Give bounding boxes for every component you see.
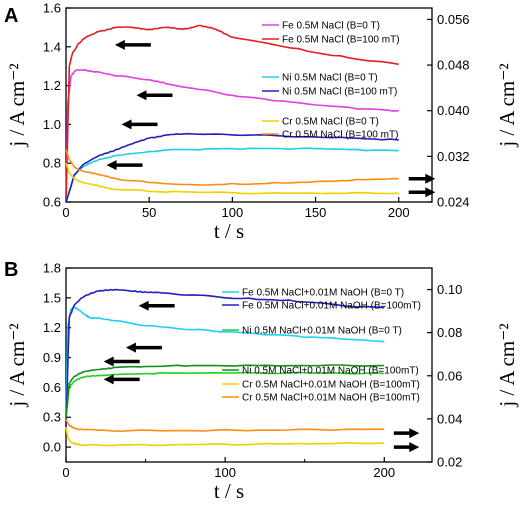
- series-line: [65, 132, 399, 203]
- y-left-tick-label: 0.6: [43, 380, 61, 395]
- y-left-axis-label: j / A cm⁻²: [5, 323, 29, 407]
- y-right-axis-label: j / A cm⁻²: [495, 63, 519, 147]
- series-line: [65, 427, 385, 447]
- direction-arrow: [408, 187, 436, 198]
- series-line: [65, 288, 385, 428]
- y-right-tick-label: 0.032: [437, 149, 470, 164]
- series-line: [65, 24, 399, 203]
- series-line: [65, 418, 385, 433]
- x-tick-label: 0: [62, 465, 69, 480]
- y-left-tick-label: 0.6: [43, 195, 61, 210]
- x-tick-label: 200: [388, 205, 410, 220]
- y-left-tick-label: 0.0: [43, 440, 61, 455]
- y-right-tick-label: 0.04: [437, 411, 462, 426]
- arrow-head: [114, 39, 125, 50]
- series-line: [65, 371, 385, 418]
- legend-entry: Cr 0.5M NaCl (B=100 mT): [282, 130, 398, 141]
- legend-entry: Fe 0.5M NaCl+0.01M NaOH (B=0 T): [242, 288, 404, 299]
- y-right-tick-label: 0.056: [437, 12, 470, 27]
- x-tick-label: 50: [142, 205, 156, 220]
- direction-arrow: [103, 374, 140, 385]
- legend-entry: Ni 0.5M NaCl+0.01M NaOH (B=0 T): [242, 326, 402, 337]
- y-right-tick-label: 0.040: [437, 103, 470, 118]
- y-right-tick-label: 0.024: [437, 195, 470, 210]
- plot-frame: [65, 7, 433, 203]
- direction-arrow: [393, 428, 420, 439]
- chart-panel-b: 0 100 200 0.0 0.3 0.6 0.9 1.2 1.5 1.8 0.02 0.04 0.06…: [4, 259, 519, 503]
- arrow-head: [138, 300, 149, 311]
- panel-label: B: [4, 259, 18, 281]
- y-left-tick-label: 1.6: [43, 1, 61, 16]
- arrow-head: [136, 90, 147, 101]
- series-line: [65, 149, 399, 186]
- direction-arrow: [121, 119, 158, 130]
- y-left-tick-label: 1.4: [43, 39, 61, 54]
- panel-label: A: [4, 5, 18, 27]
- plot-frame: [65, 267, 433, 463]
- direction-arrow: [103, 356, 140, 367]
- arrow-head: [103, 356, 114, 367]
- legend-entry: Fe 0.5M NaCl+0.01M NaOH (B=100mT): [242, 301, 421, 312]
- series-line: [65, 364, 385, 418]
- x-tick-label: 200: [373, 465, 395, 480]
- y-left-tick-label: 1.2: [43, 78, 61, 93]
- x-tick-label: 100: [222, 205, 244, 220]
- x-axis-label: t / s: [214, 479, 244, 503]
- arrow-head: [409, 428, 420, 439]
- arrow-head: [121, 119, 132, 130]
- legend-entry: Fe 0.5M NaCl (B=0 T): [282, 21, 380, 32]
- legend-entry: Cr 0.5M NaCl+0.01M NaOH (B=100mT): [242, 380, 420, 391]
- y-right-tick-label: 0.10: [437, 282, 462, 297]
- y-left-tick-label: 1.8: [43, 261, 61, 276]
- legend-entry: Cr 0.5M NaCl+0.01M NaOH (B=100mT): [242, 393, 420, 404]
- direction-arrow: [106, 160, 143, 171]
- y-right-tick-label: 0.06: [437, 368, 462, 383]
- y-left-tick-label: 0.9: [43, 350, 61, 365]
- y-right-axis-label: j / A cm⁻²: [495, 323, 519, 407]
- arrow-head: [106, 160, 117, 171]
- series-line: [65, 147, 399, 203]
- y-right-tick-label: 0.08: [437, 325, 462, 340]
- chart-panel-a: 0 50 100 150 200 0.6 0.8 1.0 1.2 1.4 1.6 0.024 0.032…: [4, 1, 519, 244]
- y-left-tick-label: 0.3: [43, 410, 61, 425]
- series-line: [65, 69, 399, 203]
- direction-arrow: [114, 39, 151, 50]
- series-line: [65, 162, 399, 195]
- direction-arrow: [393, 442, 420, 453]
- y-left-axis-label: j / A cm⁻²: [5, 63, 29, 147]
- arrow-head: [103, 374, 114, 385]
- x-axis-label: t / s: [214, 219, 244, 243]
- legend-entry: Fe 0.5M NaCl (B=100 mT): [282, 35, 400, 46]
- direction-arrow: [125, 342, 162, 353]
- legend-entry: Ni 0.5M NaCl (B=0 T): [282, 73, 378, 84]
- arrow-head: [425, 187, 436, 198]
- x-tick-label: 0: [62, 205, 69, 220]
- legend-entry: Ni 0.5M NaCl+0.01M NaOH (B=100mT): [242, 366, 419, 377]
- direction-arrow: [408, 173, 436, 184]
- arrow-head: [409, 442, 420, 453]
- direction-arrow: [136, 90, 173, 101]
- legend-entry: Cr 0.5M NaCl (B=0 T): [282, 117, 379, 128]
- direction-arrow: [138, 300, 175, 311]
- y-left-tick-label: 1.5: [43, 290, 61, 305]
- y-left-tick-label: 1.2: [43, 320, 61, 335]
- legend-entry: Ni 0.5M NaCl (B=100 mT): [282, 87, 397, 98]
- y-right-tick-label: 0.02: [437, 455, 462, 470]
- y-left-tick-label: 1.0: [43, 117, 61, 132]
- y-left-tick-label: 0.8: [43, 156, 61, 171]
- y-right-tick-label: 0.048: [437, 58, 470, 73]
- arrow-head: [425, 173, 436, 184]
- x-tick-label: 150: [305, 205, 327, 220]
- x-tick-label: 100: [214, 465, 236, 480]
- arrow-head: [125, 342, 136, 353]
